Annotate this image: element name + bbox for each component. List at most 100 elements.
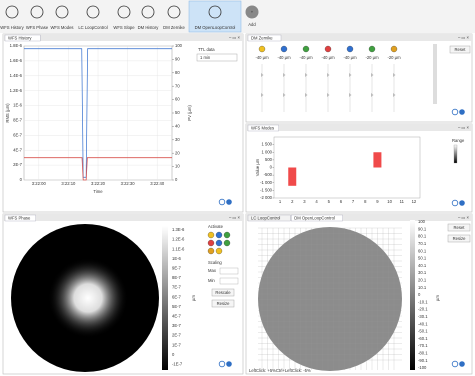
panel-header <box>3 34 243 41</box>
x-axis-label: Time <box>93 189 103 194</box>
slider-thumb[interactable] <box>261 93 264 97</box>
slider-thumb[interactable] <box>283 93 286 97</box>
slider-thumb[interactable] <box>305 93 308 97</box>
min-label: Min <box>208 278 215 283</box>
y2-tick-label: 80 <box>175 70 180 75</box>
toolbar-icon[interactable] <box>55 5 69 19</box>
slider-thumb[interactable] <box>393 93 396 97</box>
slider-thumb[interactable] <box>371 93 374 97</box>
x-tick-label: 5 <box>328 199 331 204</box>
ttl-dropdown[interactable] <box>196 53 238 62</box>
toolbar-icon[interactable] <box>208 5 222 19</box>
slider-thumb[interactable] <box>327 93 330 97</box>
activate-icon[interactable] <box>207 247 215 255</box>
toolbar-icon[interactable] <box>86 5 100 19</box>
activate-icon[interactable] <box>215 247 223 255</box>
add-button[interactable] <box>245 5 259 19</box>
panel-tab[interactable] <box>247 214 291 222</box>
resize-button[interactable] <box>447 234 471 243</box>
rescale-label: Rescale <box>215 290 231 295</box>
scale-label: 100 <box>418 219 426 224</box>
zernike-icon[interactable] <box>390 45 398 53</box>
max-input[interactable] <box>219 267 239 275</box>
zernike-icon[interactable] <box>280 45 288 53</box>
panel-tab[interactable] <box>291 214 343 222</box>
zernike-icon[interactable] <box>324 45 332 53</box>
info-icon[interactable] <box>451 108 459 116</box>
settings-icon[interactable] <box>459 109 465 115</box>
add-label: Add <box>248 22 256 27</box>
x-tick-label: 3 <box>303 199 306 204</box>
info-icon[interactable] <box>218 360 226 368</box>
y2-tick-label: 60 <box>175 97 180 102</box>
panel-tab[interactable] <box>4 214 36 222</box>
scale-label: 30.1 <box>418 270 427 275</box>
slider-thumb[interactable] <box>283 73 286 77</box>
info-icon[interactable] <box>451 360 459 368</box>
slider-thumb[interactable] <box>371 73 374 77</box>
toolbar-icon[interactable] <box>30 5 44 19</box>
scale-label: 60.1 <box>418 248 427 253</box>
settings-icon[interactable] <box>459 361 465 367</box>
y-tick-label: 1.2E-6 <box>10 88 23 93</box>
scale-label: 8E-7 <box>172 275 182 280</box>
toolbar-icon[interactable] <box>117 5 131 19</box>
toolbar-icon[interactable] <box>141 5 155 19</box>
slider-thumb[interactable] <box>327 73 330 77</box>
zernike-label: -20 µm <box>365 55 379 60</box>
slider-thumb[interactable] <box>349 93 352 97</box>
panel-controls: – ▭ × <box>458 35 470 40</box>
settings-icon[interactable] <box>226 361 232 367</box>
scale-label: 9E-7 <box>172 266 182 271</box>
y2-tick-label: 40 <box>175 124 180 129</box>
slider-thumb[interactable] <box>393 73 396 77</box>
scale-label: 5E-7 <box>172 304 182 309</box>
y-tick-label: 0 <box>20 177 23 182</box>
slider-thumb[interactable] <box>349 73 352 77</box>
panel-tab-label: LC LoopControl <box>251 215 280 220</box>
min-input[interactable] <box>219 277 239 285</box>
reset-button[interactable] <box>447 223 471 232</box>
rescale-button[interactable] <box>211 288 235 297</box>
activate-icon[interactable] <box>207 239 215 247</box>
range-slider[interactable] <box>453 144 458 164</box>
add-plus: + <box>251 10 254 15</box>
activate-icon[interactable] <box>223 239 231 247</box>
settings-icon[interactable] <box>226 199 232 205</box>
panel-controls: – ▭ × <box>229 215 241 220</box>
y-tick-label: -500 <box>264 172 273 177</box>
scale-label: 50.1 <box>418 256 427 261</box>
zernike-icon[interactable] <box>346 45 354 53</box>
activate-icon[interactable] <box>223 231 231 239</box>
info-icon[interactable] <box>218 198 226 206</box>
activate-icon[interactable] <box>207 231 215 239</box>
y-tick-label: 1E-6 <box>13 103 23 108</box>
y-tick-label: -1 500 <box>260 187 273 192</box>
y-tick-label: 1 000 <box>262 149 273 154</box>
toolbar-icon[interactable] <box>5 5 19 19</box>
slider-thumb[interactable] <box>305 73 308 77</box>
scale-label: -80.1 <box>418 351 428 356</box>
slider-thumb[interactable] <box>261 73 264 77</box>
toolbar-icon[interactable] <box>167 5 181 19</box>
y2-axis-label: PV (µm) <box>187 105 192 121</box>
resize-button[interactable] <box>211 299 235 308</box>
x-tick-label: 1 <box>279 199 282 204</box>
series-line <box>24 48 172 178</box>
zernike-icon[interactable] <box>258 45 266 53</box>
panel-tab-label: WFS Modes <box>251 125 274 130</box>
panel-tab[interactable] <box>247 34 282 42</box>
activate-icon[interactable] <box>215 239 223 247</box>
scale-label: 7E-7 <box>172 285 182 290</box>
panel-tab[interactable] <box>4 34 41 42</box>
zernike-label: -40 µm <box>299 55 313 60</box>
info-icon[interactable] <box>451 199 459 207</box>
zernike-icon[interactable] <box>368 45 376 53</box>
y-tick-label: 500 <box>265 157 273 162</box>
zernike-icon[interactable] <box>302 45 310 53</box>
settings-icon[interactable] <box>459 200 465 206</box>
activate-icon[interactable] <box>215 231 223 239</box>
series-line <box>24 157 172 181</box>
reset-button[interactable] <box>449 45 471 54</box>
panel-tab[interactable] <box>247 124 279 132</box>
